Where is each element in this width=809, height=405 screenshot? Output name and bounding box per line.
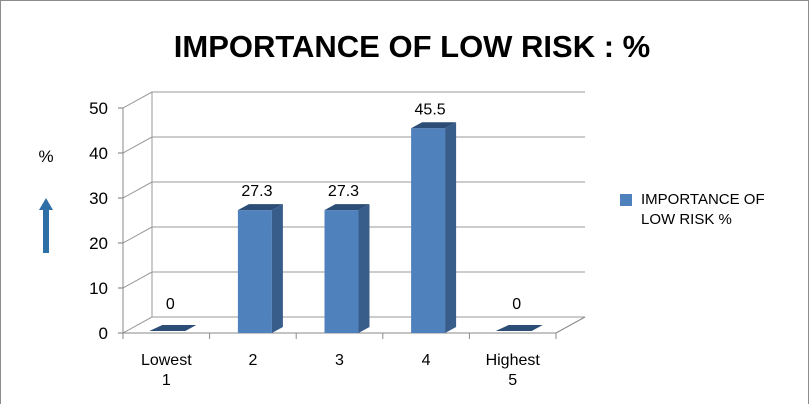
data-label: 0 bbox=[512, 296, 521, 313]
bar-side bbox=[445, 122, 457, 333]
x-tick-label: 4 bbox=[422, 352, 431, 369]
gridline-side bbox=[122, 181, 153, 199]
data-label: 27.3 bbox=[241, 183, 272, 200]
data-label: 45.5 bbox=[415, 101, 446, 118]
bar-top bbox=[324, 204, 370, 211]
x-tick-label: Lowest bbox=[141, 352, 192, 369]
gridline-side bbox=[122, 316, 153, 334]
bar-top bbox=[411, 122, 457, 129]
x-tick-label: 3 bbox=[335, 352, 344, 369]
x-tick-label: 2 bbox=[248, 352, 257, 369]
y-tick-labels: 0 10 20 30 40 50 bbox=[89, 99, 108, 343]
bar bbox=[324, 210, 359, 333]
bar-side bbox=[271, 204, 283, 333]
data-label: 27.3 bbox=[328, 183, 359, 200]
bar-side bbox=[358, 204, 370, 333]
y-tick-label: 0 bbox=[99, 324, 108, 343]
legend-swatch bbox=[620, 194, 632, 206]
legend: IMPORTANCE OF LOW RISK % bbox=[620, 191, 769, 228]
up-arrow-head bbox=[39, 198, 53, 210]
bar bbox=[495, 325, 543, 331]
up-arrow-shaft bbox=[43, 207, 49, 253]
gridline-side bbox=[122, 226, 153, 244]
gridline-side bbox=[122, 271, 153, 289]
data-label: 0 bbox=[166, 296, 175, 313]
up-arrow-icon bbox=[39, 198, 53, 253]
y-tick-label: 40 bbox=[89, 144, 108, 163]
chart-title: IMPORTANCE OF LOW RISK : % bbox=[174, 29, 650, 64]
bar bbox=[411, 128, 446, 333]
bar-top bbox=[237, 204, 283, 211]
bar bbox=[237, 210, 272, 333]
y-tick-label: 10 bbox=[89, 279, 108, 298]
bars bbox=[149, 122, 543, 333]
gridline-side bbox=[122, 136, 153, 154]
floor-right-edge bbox=[555, 316, 586, 334]
x-tick-label: Highest bbox=[486, 352, 541, 369]
x-tick-label: 1 bbox=[162, 372, 171, 389]
y-tick-label: 20 bbox=[89, 234, 108, 253]
x-tick-labels: Lowest 1 2 3 4 Highest 5 bbox=[141, 352, 540, 389]
y-tick-label: 30 bbox=[89, 189, 108, 208]
data-labels: 0 27.3 27.3 45.5 0 bbox=[166, 101, 521, 313]
legend-label: IMPORTANCE OF LOW RISK % bbox=[641, 191, 769, 228]
bar bbox=[149, 325, 197, 331]
y-tick-label: 50 bbox=[89, 99, 108, 118]
y-axis-label: % bbox=[38, 147, 53, 166]
gridline-side bbox=[122, 91, 153, 109]
x-tick-label: 5 bbox=[508, 372, 517, 389]
